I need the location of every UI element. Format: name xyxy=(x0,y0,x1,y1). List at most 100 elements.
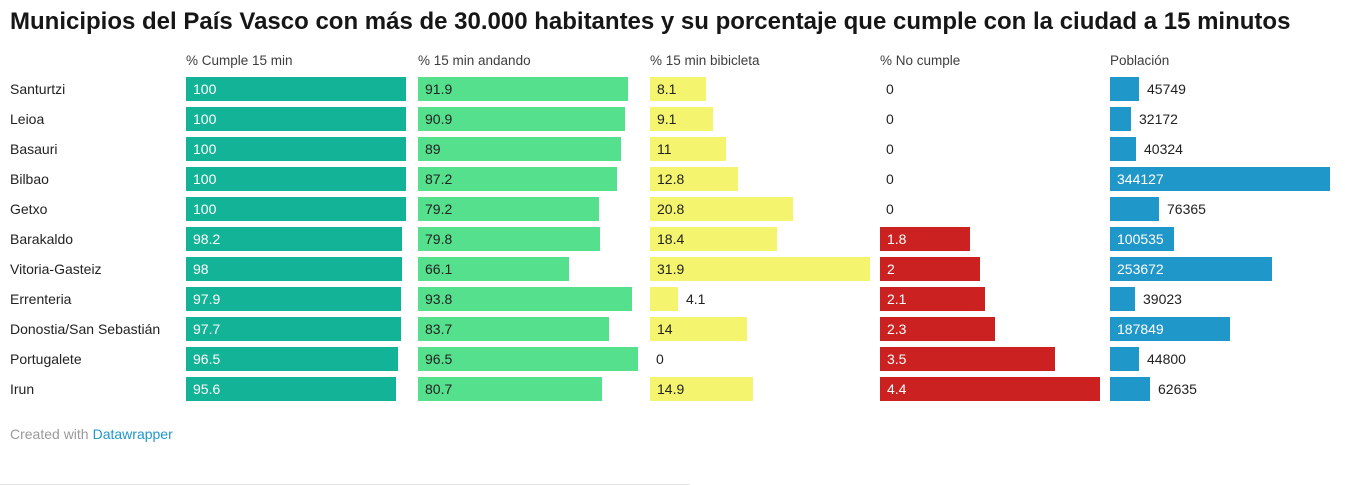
bar-value: 20.8 xyxy=(657,201,685,217)
bar-andando: 89 xyxy=(418,137,621,161)
cell-andando: 91.9 xyxy=(418,77,650,101)
row-label: Basauri xyxy=(10,141,58,157)
bar-bicicleta: 14 xyxy=(650,317,747,341)
bar-value: 66.1 xyxy=(425,261,453,277)
bar-cumple: 100 xyxy=(186,77,406,101)
bar-bicicleta: 11 xyxy=(650,137,726,161)
bar-bicicleta: 12.8 xyxy=(650,167,738,191)
cell-andando: 83.7 xyxy=(418,317,650,341)
row-label: Leioa xyxy=(10,111,45,127)
cell-cumple: 98.2 xyxy=(186,227,418,251)
attribution: Created with Datawrapper xyxy=(0,426,1345,442)
cell-no-cumple: 1.8 xyxy=(880,227,1110,251)
bar-value: 3.5 xyxy=(887,351,907,367)
bar-value: 344127 xyxy=(1117,171,1164,187)
bar-no-cumple: 3.5 xyxy=(880,347,1055,371)
bar-no-cumple: 4.4 xyxy=(880,377,1100,401)
bar-value: 76365 xyxy=(1167,201,1206,217)
cell-no-cumple: 0 xyxy=(880,137,1110,161)
cell-cumple: 100 xyxy=(186,77,418,101)
bar-bicicleta: 14.9 xyxy=(650,377,753,401)
row-label: Bilbao xyxy=(10,171,49,187)
cell-cumple: 98 xyxy=(186,257,418,281)
bar-poblacion xyxy=(1110,77,1139,101)
bar-poblacion xyxy=(1110,197,1159,221)
bar-poblacion: 187849 xyxy=(1110,317,1230,341)
cell-andando: 93.8 xyxy=(418,287,650,311)
row-label: Santurtzi xyxy=(10,81,66,97)
cell-cumple: 97.7 xyxy=(186,317,418,341)
bar-value: 100 xyxy=(193,171,217,187)
cell-cumple: 100 xyxy=(186,137,418,161)
bar-cumple: 100 xyxy=(186,137,406,161)
bar-table: Santurtzi 100 91.9 8.1 0 45749 Leioa 100 90.9 9.1… xyxy=(0,74,1345,404)
table-row: Errenteria 97.9 93.8 4.1 2.1 39023 xyxy=(0,284,1345,314)
row-label: Portugalete xyxy=(10,351,82,367)
bar-value: 0 xyxy=(656,351,664,367)
cell-poblacion: 40324 xyxy=(1110,137,1345,161)
cell-andando: 96.5 xyxy=(418,347,650,371)
bar-value: 98 xyxy=(193,261,209,277)
bar-no-cumple: 2 xyxy=(880,257,980,281)
cell-bicicleta: 4.1 xyxy=(650,287,880,311)
row-label: Irun xyxy=(10,381,35,397)
cell-bicicleta: 8.1 xyxy=(650,77,880,101)
bar-andando: 66.1 xyxy=(418,257,569,281)
attribution-text: Created with xyxy=(10,426,89,442)
cell-poblacion: 100535 xyxy=(1110,227,1345,251)
cell-no-cumple: 2.1 xyxy=(880,287,1110,311)
datawrapper-link[interactable]: Datawrapper xyxy=(92,426,173,442)
column-header-no-cumple: % No cumple xyxy=(880,52,961,68)
bar-value: 96.5 xyxy=(425,351,453,367)
bar-value: 40324 xyxy=(1144,141,1183,157)
bar-poblacion: 253672 xyxy=(1110,257,1272,281)
table-row: Portugalete 96.5 96.5 0 3.5 44800 xyxy=(0,344,1345,374)
bar-value: 31.9 xyxy=(657,261,685,277)
cell-no-cumple: 2 xyxy=(880,257,1110,281)
bar-cumple: 100 xyxy=(186,167,406,191)
bar-value: 11 xyxy=(657,141,672,157)
bar-value: 89 xyxy=(425,141,441,157)
cell-andando: 89 xyxy=(418,137,650,161)
cell-andando: 66.1 xyxy=(418,257,650,281)
row-label: Getxo xyxy=(10,201,48,217)
cell-no-cumple: 0 xyxy=(880,107,1110,131)
cell-no-cumple: 2.3 xyxy=(880,317,1110,341)
cell-no-cumple: 0 xyxy=(880,167,1110,191)
bar-poblacion xyxy=(1110,377,1150,401)
bar-value: 0 xyxy=(886,81,894,97)
bar-no-cumple: 2.3 xyxy=(880,317,995,341)
bar-value: 100 xyxy=(193,201,217,217)
bar-bicicleta: 18.4 xyxy=(650,227,777,251)
bar-value: 2 xyxy=(887,261,895,277)
cell-bicicleta: 12.8 xyxy=(650,167,880,191)
bar-cumple: 98 xyxy=(186,257,402,281)
table-row: Bilbao 100 87.2 12.8 0 344127 xyxy=(0,164,1345,194)
cell-poblacion: 32172 xyxy=(1110,107,1345,131)
bar-cumple: 97.9 xyxy=(186,287,401,311)
cell-bicicleta: 9.1 xyxy=(650,107,880,131)
bar-andando: 80.7 xyxy=(418,377,602,401)
bar-value: 83.7 xyxy=(425,321,453,337)
cell-bicicleta: 31.9 xyxy=(650,257,880,281)
bar-cumple: 100 xyxy=(186,197,406,221)
bar-andando: 93.8 xyxy=(418,287,632,311)
bar-andando: 96.5 xyxy=(418,347,638,371)
bar-value: 0 xyxy=(886,111,894,127)
bar-poblacion xyxy=(1110,107,1131,131)
bar-value: 97.7 xyxy=(193,321,221,337)
bar-value: 4.1 xyxy=(686,291,706,307)
bar-value: 8.1 xyxy=(657,81,677,97)
bar-value: 253672 xyxy=(1117,261,1164,277)
bar-no-cumple: 2.1 xyxy=(880,287,985,311)
bar-value: 97.9 xyxy=(193,291,221,307)
cell-no-cumple: 3.5 xyxy=(880,347,1110,371)
bar-value: 2.1 xyxy=(887,291,907,307)
cell-andando: 79.2 xyxy=(418,197,650,221)
table-row: Vitoria-Gasteiz 98 66.1 31.9 2 253672 xyxy=(0,254,1345,284)
cell-poblacion: 44800 xyxy=(1110,347,1345,371)
cell-andando: 80.7 xyxy=(418,377,650,401)
table-row: Donostia/San Sebastián 97.7 83.7 14 2.3 18784… xyxy=(0,314,1345,344)
cell-no-cumple: 0 xyxy=(880,77,1110,101)
